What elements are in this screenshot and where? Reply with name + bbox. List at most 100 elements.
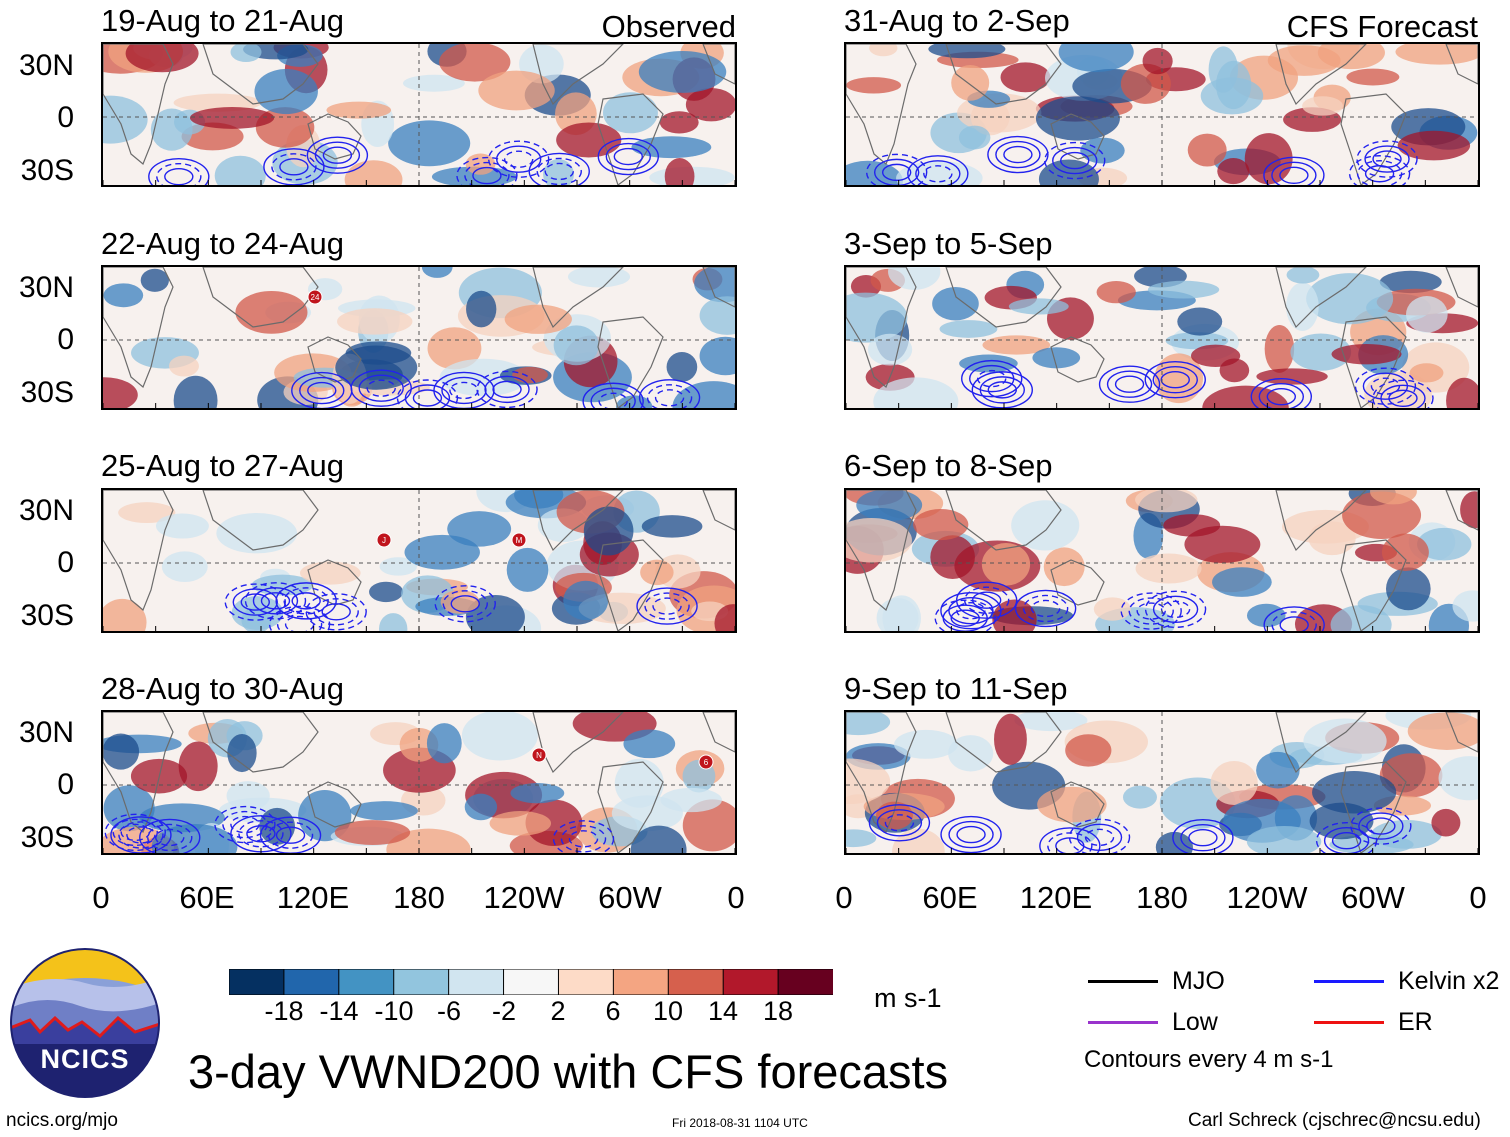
kelvin-contour: [279, 158, 309, 176]
kelvin-contour: [275, 826, 306, 844]
coastline: [532, 490, 624, 552]
kelvin-contour: [884, 814, 915, 832]
anomaly-blob: [344, 160, 403, 185]
kelvin-contour: [1279, 616, 1309, 631]
anomaly-blob: [1246, 603, 1286, 628]
anomaly-blob: [1256, 751, 1300, 789]
anomaly-blob: [1385, 567, 1431, 611]
kelvin-contour: [464, 161, 510, 185]
coastline: [103, 44, 174, 165]
panel-title: 6-Sep to 8-Sep: [844, 448, 1053, 483]
kelvin-contour: [492, 380, 522, 399]
anomaly-blob: [1286, 282, 1319, 331]
lat-label: 30S: [20, 821, 74, 854]
kelvin-contour: [147, 823, 193, 852]
lon-label: 60E: [179, 880, 235, 915]
colorbar-tick: -6: [436, 996, 462, 1026]
anomaly-blob: [465, 594, 525, 631]
kelvin-contour: [1279, 166, 1309, 184]
storm-marker: N: [531, 747, 547, 763]
kelvin-contour: [126, 826, 156, 844]
kelvin-contour: [222, 810, 268, 839]
anomaly-blob: [664, 158, 695, 185]
author-credit: Carl Schreck (cjschrec@ncsu.edu): [1188, 1110, 1481, 1131]
anomaly-blob: [1135, 490, 1198, 513]
anomaly-blob: [641, 515, 703, 538]
kelvin-contour: [971, 371, 1033, 408]
anomaly-blob: [335, 345, 418, 390]
anomaly-blob: [894, 729, 958, 759]
anomaly-blob: [1256, 368, 1328, 385]
anomaly-blob: [465, 153, 496, 175]
anomaly-blob: [510, 783, 565, 804]
colorbar-swatch: [338, 968, 395, 996]
anomaly-blob: [189, 107, 275, 129]
legend-label: ER: [1398, 1008, 1433, 1036]
anomaly-blob: [994, 713, 1027, 765]
kelvin-contour: [995, 140, 1041, 169]
kelvin-contour: [582, 382, 644, 408]
kelvin-contour: [1364, 165, 1395, 183]
colorbar-tick: 18: [762, 996, 794, 1026]
anomaly-blob: [1035, 96, 1120, 141]
anomaly-blob: [427, 327, 482, 370]
kelvin-contour: [1152, 595, 1199, 624]
colorbar-swatch: [612, 968, 670, 996]
colorbar-swatch: [667, 968, 725, 996]
kelvin-contour: [934, 599, 996, 631]
panel-title: 19-Aug to 21-Aug: [101, 3, 345, 38]
anomaly-blob: [694, 267, 735, 303]
anomaly-blob: [556, 122, 622, 158]
anomaly-blob: [379, 557, 417, 576]
lat-label: 30S: [20, 599, 74, 632]
anomaly-blob: [403, 74, 465, 92]
kelvin-contour: [605, 142, 652, 171]
anomaly-blob: [1212, 567, 1272, 597]
kelvin-contour: [1114, 375, 1145, 393]
anomaly-blob: [1370, 490, 1417, 505]
map-panel-5: [844, 265, 1480, 410]
kelvin-contour: [907, 155, 969, 185]
anomaly-blob: [512, 366, 548, 384]
kelvin-contour: [1014, 589, 1077, 628]
kelvin-contour: [1362, 372, 1409, 400]
lat-label: 0: [57, 546, 74, 579]
kelvin-contour: [552, 820, 615, 853]
coastline: [846, 490, 917, 611]
kelvin-contour: [1350, 807, 1412, 845]
anomaly-blob: [1406, 296, 1448, 333]
anomaly-blob: [334, 820, 411, 845]
anomaly-blob: [1000, 62, 1051, 93]
lon-label: 0: [835, 880, 853, 915]
anomaly-blob: [1331, 344, 1402, 365]
kelvin-contour: [1098, 365, 1161, 403]
kelvin-contour: [484, 375, 530, 404]
coastline: [1340, 316, 1407, 408]
coastline: [1275, 490, 1367, 552]
anomaly-blob: [1163, 514, 1221, 537]
kelvin-contour: [104, 813, 166, 852]
site-link[interactable]: ncics.org/mjo: [6, 1110, 118, 1131]
anomaly-blob: [226, 781, 270, 811]
anomaly-blob: [1431, 808, 1461, 837]
lat-label: 0: [57, 323, 74, 356]
lon-label: 0: [1469, 880, 1487, 915]
kelvin-contour: [544, 162, 574, 181]
kelvin-contour: [956, 825, 986, 844]
anomaly-blob: [888, 267, 941, 290]
logo-text: NCICS: [40, 1044, 130, 1074]
kelvin-contour: [1172, 819, 1234, 853]
kelvin-contour: [1144, 361, 1206, 399]
anomaly-blob: [1187, 133, 1227, 167]
kelvin-contour: [1366, 817, 1396, 835]
kelvin-contour: [1354, 367, 1417, 405]
kelvin-contour: [868, 804, 931, 842]
coastline: [307, 336, 362, 383]
kelvin-contour: [214, 805, 276, 844]
lat-label: 30N: [18, 716, 74, 749]
anomaly-blob: [1312, 771, 1397, 814]
anomaly-blob: [846, 829, 877, 848]
panel-title: 25-Aug to 27-Aug: [101, 448, 345, 483]
colorbar-swatch: [393, 968, 450, 996]
